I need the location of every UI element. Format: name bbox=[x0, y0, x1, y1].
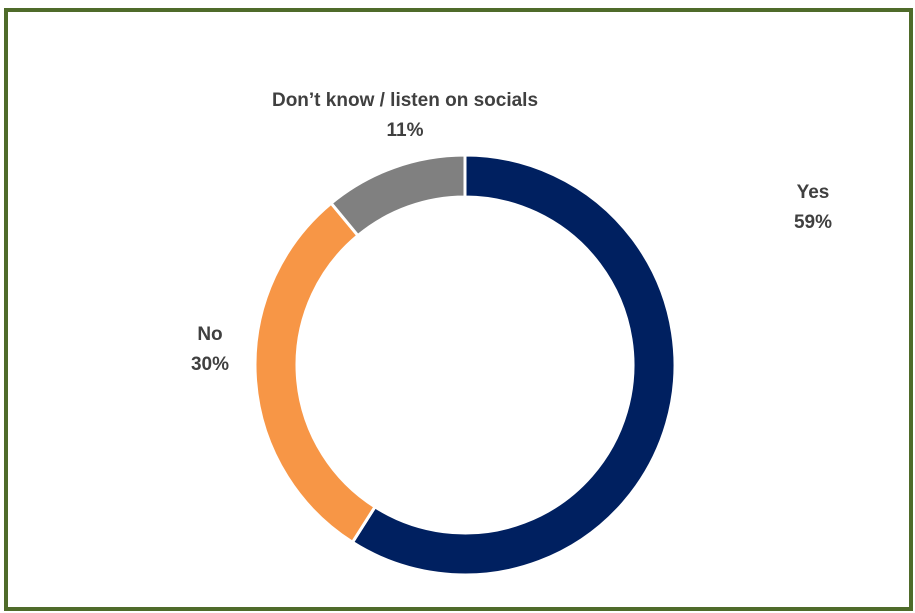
slice-label-name: Yes bbox=[797, 182, 830, 203]
slice-label-value: 30% bbox=[191, 354, 229, 375]
donut-slice-yes bbox=[350, 153, 677, 577]
chart-frame bbox=[4, 8, 913, 611]
slice-label-name: Don’t know / listen on socials bbox=[272, 90, 538, 111]
donut-slice-no bbox=[253, 201, 378, 545]
donut-slice-don-t-know-listen-on-socials bbox=[329, 153, 467, 238]
slice-label-value: 59% bbox=[794, 212, 832, 233]
slice-label-value: 11% bbox=[387, 120, 424, 141]
slice-label-name: No bbox=[197, 324, 222, 345]
slice-labels: Yes 59% No 30% Don’t know / listen on social… bbox=[191, 90, 832, 375]
donut-slices bbox=[253, 153, 677, 577]
